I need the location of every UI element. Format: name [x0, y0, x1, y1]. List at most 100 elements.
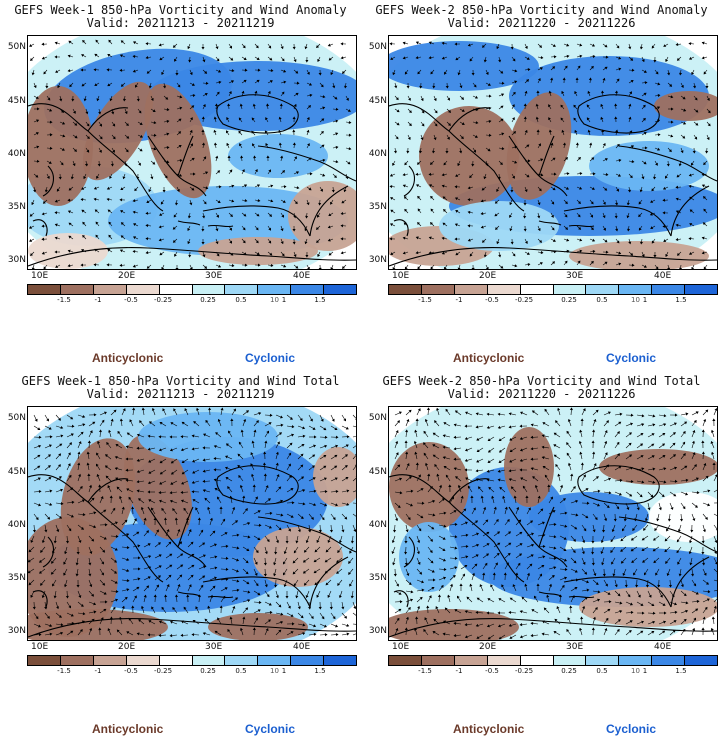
lat-label-40n: 40N [368, 520, 387, 530]
colorbar-segment [685, 656, 718, 665]
cbar-tick: 0.5 [596, 667, 608, 675]
vorticity-field [389, 36, 717, 269]
colorbar-segment [225, 656, 259, 665]
vorticity-field [389, 407, 717, 640]
legend-cyclonic: Cyclonic [606, 722, 657, 736]
lon-label-40e: 40E [293, 271, 311, 281]
lat-label-35n: 35N [368, 202, 387, 212]
panel-title: GEFS Week-1 850-hPa Vorticity and Wind T… [21, 374, 340, 388]
colorbar-segment [586, 285, 620, 294]
map-panel-week2-anomaly: GEFS Week-2 850-hPa Vorticity and Wind A… [361, 0, 722, 371]
cbar-tick: 0.25 [561, 667, 577, 675]
lon-label-40e: 40E [654, 271, 672, 281]
cbar-tick: -1.5 [418, 667, 432, 675]
colorbar [388, 655, 718, 666]
legend-anticyclonic: Anticyclonic [92, 722, 164, 736]
colorbar-segment [291, 656, 325, 665]
cbar-tick: -0.25 [153, 667, 173, 675]
cbar-scale-note: 10 [270, 296, 279, 304]
cbar-tick: 1 [642, 667, 648, 675]
colorbar-segment [389, 285, 422, 294]
cbar-tick: 1 [281, 296, 287, 304]
lon-label-30e: 30E [566, 642, 584, 652]
panel-valid-dates: Valid: 20211213 - 20211219 [86, 16, 275, 30]
colorbar-segment [652, 285, 686, 294]
colorbar-segment [28, 656, 61, 665]
lat-label-45n: 45N [7, 467, 26, 477]
colorbar-segment [126, 656, 160, 665]
lat-label-45n: 45N [7, 96, 26, 106]
cbar-tick: 1.5 [314, 667, 326, 675]
cbar-tick: -1.5 [418, 296, 432, 304]
colorbar-segment [520, 656, 554, 665]
colorbar-segment [652, 656, 686, 665]
lon-label-20e: 20E [479, 642, 497, 652]
lon-label-40e: 40E [654, 642, 672, 652]
colorbar-segment [28, 285, 61, 294]
lon-label-30e: 30E [205, 271, 223, 281]
lon-label-20e: 20E [118, 271, 136, 281]
colorbar-segment [324, 285, 357, 294]
cbar-tick: -0.5 [485, 296, 499, 304]
cbar-tick: -1 [94, 296, 102, 304]
cbar-tick: -1.5 [57, 296, 71, 304]
colorbar-segment [93, 285, 127, 294]
cbar-tick: 0.5 [235, 667, 247, 675]
colorbar-segment [60, 656, 94, 665]
colorbar-segment [225, 285, 259, 294]
lon-label-30e: 30E [205, 642, 223, 652]
cbar-tick: 1.5 [675, 667, 687, 675]
vorticity-map [27, 35, 357, 270]
lat-label-45n: 45N [368, 96, 387, 106]
legend-cyclonic: Cyclonic [606, 351, 657, 365]
cbar-tick: 0.5 [596, 296, 608, 304]
lon-label-10e: 10E [31, 642, 49, 652]
colorbar-segment [421, 656, 455, 665]
panel-valid-dates: Valid: 20211220 - 20211226 [447, 16, 636, 30]
panel-title: GEFS Week-2 850-hPa Vorticity and Wind A… [375, 3, 708, 17]
legend-anticyclonic: Anticyclonic [92, 351, 164, 365]
lat-label-50n: 50N [7, 413, 26, 423]
panel-title: GEFS Week-2 850-hPa Vorticity and Wind T… [382, 374, 701, 388]
colorbar-segment [93, 656, 127, 665]
cbar-tick: 0.5 [235, 296, 247, 304]
lon-label-10e: 10E [392, 271, 410, 281]
colorbar-segment [389, 656, 422, 665]
lat-label-30n: 30N [368, 255, 387, 265]
colorbar-segment [487, 285, 521, 294]
cbar-tick: -1 [455, 667, 463, 675]
lon-label-20e: 20E [479, 271, 497, 281]
cbar-tick: -0.5 [485, 667, 499, 675]
panel-valid-dates: Valid: 20211213 - 20211219 [86, 387, 275, 401]
map-panel-week2-total: GEFS Week-2 850-hPa Vorticity and Wind T… [361, 371, 722, 742]
colorbar-segment [159, 656, 193, 665]
colorbar [388, 284, 718, 295]
cbar-tick: 1 [281, 667, 287, 675]
lat-label-40n: 40N [7, 149, 26, 159]
lat-label-30n: 30N [7, 255, 26, 265]
lat-label-35n: 35N [7, 202, 26, 212]
lat-label-50n: 50N [368, 413, 387, 423]
cbar-tick: 1.5 [675, 296, 687, 304]
cbar-tick: -1 [94, 667, 102, 675]
colorbar-segment [487, 656, 521, 665]
vorticity-field [28, 36, 356, 269]
colorbar-segment [258, 656, 292, 665]
lat-label-30n: 30N [7, 626, 26, 636]
cbar-tick: -0.5 [124, 667, 138, 675]
cbar-tick: -0.25 [153, 296, 173, 304]
cbar-tick: -0.25 [514, 296, 534, 304]
legend-anticyclonic: Anticyclonic [453, 351, 525, 365]
lon-label-20e: 20E [118, 642, 136, 652]
lat-label-35n: 35N [7, 573, 26, 583]
lat-label-45n: 45N [368, 467, 387, 477]
colorbar-segment [126, 285, 160, 294]
cbar-tick: -1.5 [57, 667, 71, 675]
lat-label-50n: 50N [7, 42, 26, 52]
colorbar-segment [60, 285, 94, 294]
lat-label-35n: 35N [368, 573, 387, 583]
colorbar [27, 655, 357, 666]
colorbar-segment [520, 285, 554, 294]
vorticity-map [388, 35, 718, 270]
map-panel-week1-anomaly: GEFS Week-1 850-hPa Vorticity and Wind A… [0, 0, 361, 371]
